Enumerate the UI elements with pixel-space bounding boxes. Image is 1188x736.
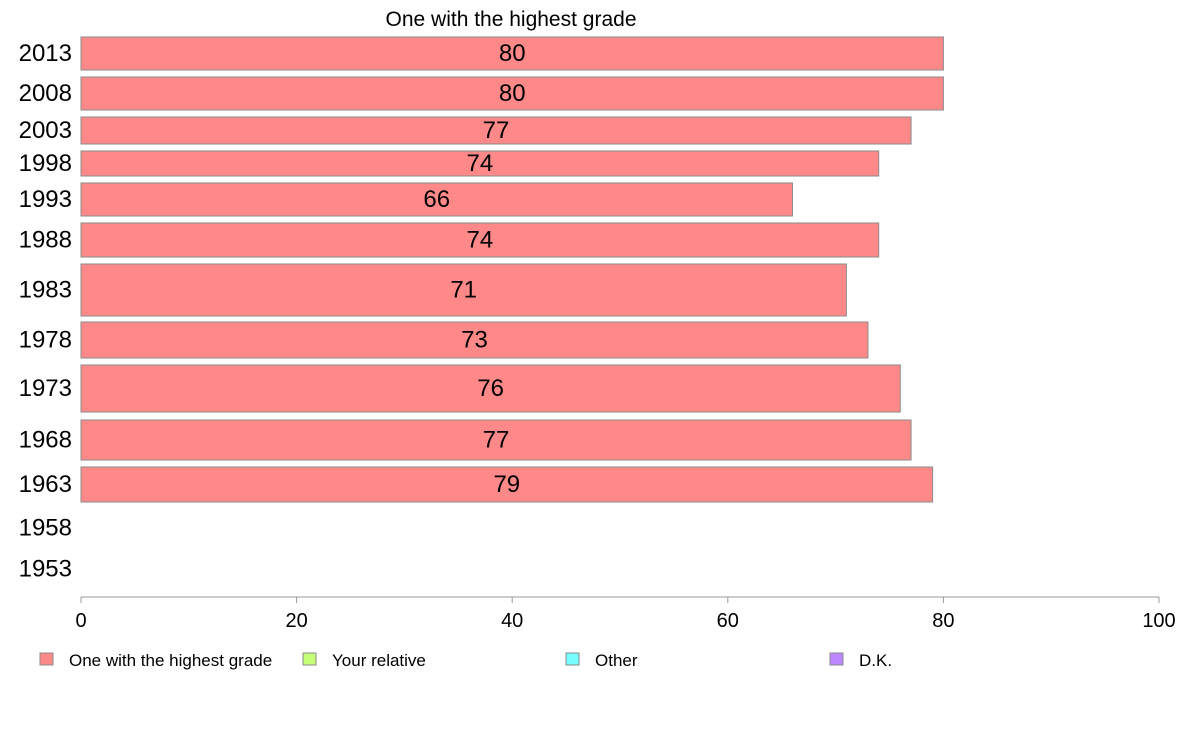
bar-1978 <box>80 321 869 359</box>
legend-label: Your relative <box>332 651 426 670</box>
x-tick-label: 80 <box>932 610 954 632</box>
data-label-2008: 80 <box>499 80 526 107</box>
data-label-1973: 76 <box>477 375 504 402</box>
bar-1963 <box>80 466 934 503</box>
data-label-1993: 66 <box>423 186 450 213</box>
y-label-1993: 1993 <box>19 186 72 213</box>
legend-swatch <box>302 652 317 666</box>
y-label-2003: 2003 <box>19 117 72 144</box>
data-label-2013: 80 <box>499 40 526 67</box>
legend-swatch <box>829 652 844 666</box>
data-label-1998: 74 <box>467 150 494 177</box>
data-label-1978: 73 <box>461 327 488 354</box>
x-tick-label: 20 <box>285 610 307 632</box>
legend-swatch <box>39 652 54 666</box>
bars-group: 80 80 77 74 66 74 71 73 76 77 79 <box>80 36 944 503</box>
data-label-1988: 74 <box>467 227 494 254</box>
x-tick-label: 100 <box>1142 610 1175 632</box>
y-label-1953: 1953 <box>19 556 72 583</box>
y-label-1973: 1973 <box>19 375 72 402</box>
x-tick-label: 60 <box>717 610 739 632</box>
bar-1998 <box>80 150 880 177</box>
bar-1983 <box>80 263 847 317</box>
data-label-2003: 77 <box>483 117 510 144</box>
y-label-2008: 2008 <box>19 80 72 107</box>
bar-1973 <box>80 364 901 413</box>
y-label-1968: 1968 <box>19 427 72 454</box>
legend-label: One with the highest grade <box>69 651 272 670</box>
bar-1968 <box>80 419 912 461</box>
legend-swatch <box>565 652 580 666</box>
y-axis-labels: 2013 2008 2003 1998 1993 1988 1983 1978 1973 1968… <box>19 40 72 583</box>
y-label-2013: 2013 <box>19 40 72 67</box>
y-label-1983: 1983 <box>19 277 72 304</box>
y-label-1978: 1978 <box>19 327 72 354</box>
legend-label: Other <box>595 651 638 670</box>
data-label-1963: 79 <box>493 471 520 498</box>
bar-1993 <box>80 182 793 217</box>
bar-2008 <box>80 76 944 111</box>
x-tick-label: 40 <box>501 610 523 632</box>
bar-2013 <box>80 36 944 71</box>
y-label-1958: 1958 <box>19 515 72 542</box>
data-label-1968: 77 <box>483 427 510 454</box>
legend-label: D.K. <box>859 651 892 670</box>
data-label-1983: 71 <box>450 277 477 304</box>
x-tick-label: 0 <box>75 610 86 632</box>
y-label-1963: 1963 <box>19 471 72 498</box>
y-label-1988: 1988 <box>19 227 72 254</box>
x-axis: 0 20 40 60 80 100 <box>75 596 1176 632</box>
bar-2003 <box>80 116 912 145</box>
legend: One with the highest grade Your relative O… <box>39 651 892 670</box>
bar-1988 <box>80 222 880 258</box>
chart-title: One with the highest grade <box>386 8 637 31</box>
y-label-1998: 1998 <box>19 150 72 177</box>
